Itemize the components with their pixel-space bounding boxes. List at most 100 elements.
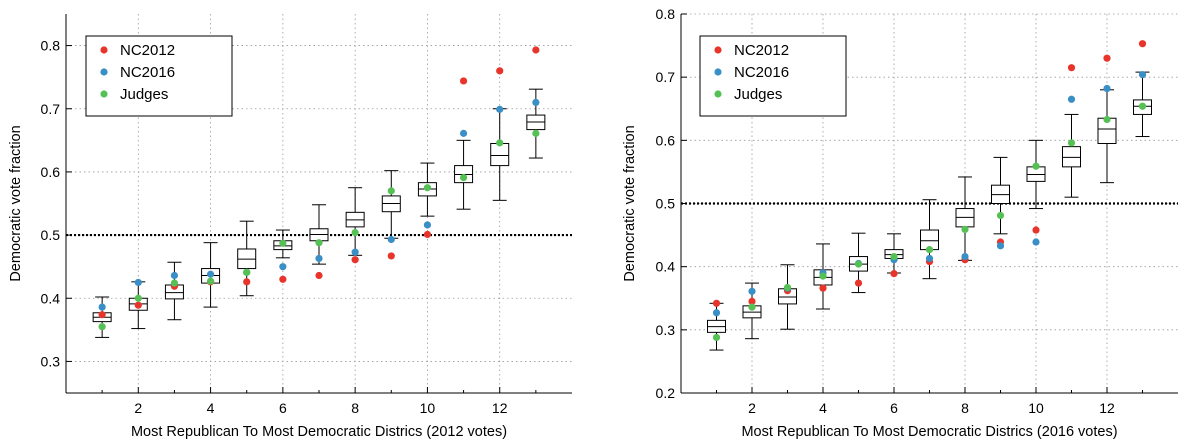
point-nc2012 <box>712 299 721 307</box>
legend: NC2012 NC2016 Judges <box>85 35 233 117</box>
point-judges <box>134 294 142 302</box>
point-judges <box>243 268 251 276</box>
point-nc2012 <box>854 279 863 287</box>
point-nc2016 <box>1067 95 1076 103</box>
legend-marker-nc2016 <box>714 68 722 76</box>
point-nc2016 <box>315 254 323 263</box>
point-nc2016 <box>423 221 432 229</box>
point-nc2016 <box>279 263 287 271</box>
point-judges <box>819 272 827 280</box>
point-judges <box>783 283 792 292</box>
y-tick-label: 0.3 <box>41 353 61 369</box>
point-nc2016 <box>496 105 504 113</box>
point-judges <box>925 246 934 254</box>
y-tick-label: 0.2 <box>656 385 676 401</box>
point-judges <box>315 239 323 247</box>
legend-label-judges: Judges <box>734 86 782 103</box>
legend-marker-nc2012 <box>100 46 108 54</box>
legend-box <box>699 35 847 117</box>
box-district-12 <box>1097 89 1117 184</box>
point-nc2016 <box>459 129 468 137</box>
point-nc2012 <box>1067 64 1076 72</box>
box-iqr <box>1062 146 1081 168</box>
point-nc2016 <box>206 270 215 278</box>
point-judges <box>423 184 432 192</box>
point-nc2012 <box>134 301 142 309</box>
point-nc2012 <box>748 297 756 306</box>
point-judges <box>1103 115 1111 124</box>
point-nc2016 <box>351 248 359 256</box>
point-judges <box>279 239 287 247</box>
point-nc2016 <box>532 98 540 107</box>
point-nc2012 <box>459 77 468 85</box>
x-tick-label: 10 <box>1028 400 1044 416</box>
point-nc2012 <box>423 230 432 239</box>
point-nc2016 <box>961 252 969 261</box>
point-judges <box>854 260 863 268</box>
y-tick-label: 0.8 <box>41 38 61 54</box>
point-nc2012 <box>496 67 504 75</box>
box-district-3 <box>778 264 797 330</box>
point-judges <box>351 228 359 237</box>
box-district-11 <box>1062 113 1081 198</box>
point-nc2012 <box>351 256 359 264</box>
point-judges <box>170 279 179 287</box>
point-nc2016 <box>1103 84 1111 93</box>
box-district-10 <box>1026 139 1046 210</box>
point-judges <box>996 211 1005 220</box>
point-nc2012 <box>243 278 251 286</box>
point-judges <box>387 187 395 195</box>
y-tick-label: 0.4 <box>656 259 676 275</box>
point-judges <box>1067 139 1076 147</box>
point-nc2012 <box>279 275 287 283</box>
box-district-2 <box>742 282 762 340</box>
point-judges <box>961 225 969 233</box>
x-tick-label: 10 <box>420 400 436 416</box>
x-tick-label: 8 <box>961 400 969 416</box>
box-district-8 <box>345 187 365 256</box>
point-judges <box>98 323 106 331</box>
box-district-13 <box>526 88 546 159</box>
point-nc2016 <box>387 235 395 244</box>
point-judges <box>1138 102 1147 110</box>
point-nc2016 <box>748 287 756 295</box>
point-nc2012 <box>315 271 323 280</box>
point-nc2016 <box>98 303 106 311</box>
y-tick-label: 0.4 <box>41 290 61 306</box>
point-nc2016 <box>134 278 142 287</box>
y-axis-title: Democratic vote fraction <box>622 125 638 281</box>
x-tick-label: 8 <box>351 400 359 416</box>
legend-label-judges: Judges <box>120 86 168 103</box>
y-tick-label: 0.5 <box>656 196 676 212</box>
right-box-chart: 2 4 6 8 10 120.20.30.40.50.60.70.8NC2012NC201… <box>622 6 1178 440</box>
y-tick-label: 0.8 <box>656 6 676 22</box>
legend-marker-judges <box>100 90 108 98</box>
point-nc2016 <box>925 254 934 263</box>
point-judges <box>1032 162 1040 170</box>
x-tick-label: 2 <box>748 400 756 416</box>
box-district-8 <box>955 176 975 261</box>
point-judges <box>532 129 540 137</box>
x-tick-label: 6 <box>279 400 287 416</box>
y-tick-label: 0.5 <box>41 227 61 243</box>
x-tick-label: 4 <box>207 400 215 416</box>
box-district-7 <box>920 199 939 280</box>
point-nc2012 <box>1032 226 1040 234</box>
x-tick-label: 12 <box>1099 400 1115 416</box>
box-district-12 <box>490 108 510 201</box>
x-axis-title: Most Republican To Most Democratic Distr… <box>131 424 507 440</box>
x-tick-label: 12 <box>492 400 508 416</box>
y-tick-label: 0.6 <box>41 164 61 180</box>
point-nc2012 <box>1103 54 1111 62</box>
point-judges <box>712 333 721 342</box>
point-judges <box>748 303 756 311</box>
y-tick-label: 0.3 <box>656 322 676 338</box>
box-district-3 <box>164 261 184 321</box>
point-judges <box>459 174 468 182</box>
point-nc2016 <box>1138 71 1147 79</box>
legend-box <box>85 35 233 117</box>
legend-marker-nc2016 <box>100 68 108 76</box>
point-judges <box>206 277 215 285</box>
point-judges <box>890 252 898 261</box>
